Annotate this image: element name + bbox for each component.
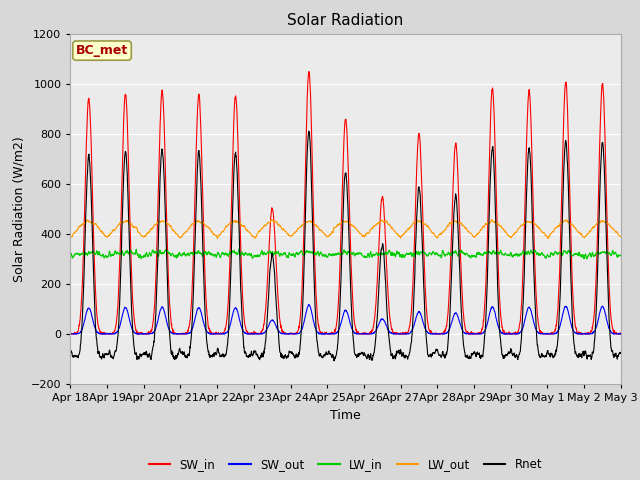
Text: BC_met: BC_met (76, 44, 128, 57)
Y-axis label: Solar Radiation (W/m2): Solar Radiation (W/m2) (12, 136, 26, 282)
X-axis label: Time: Time (330, 408, 361, 421)
LW_in (617, 253, 625, 259)
SW_out (506, 331, 514, 336)
SW_out (569, 326, 577, 332)
SW_out (67, 331, 75, 337)
SW_in (362, 331, 369, 337)
SW_in (305, 69, 312, 74)
SW_out (617, 331, 625, 337)
Rnet (305, 128, 312, 134)
SW_in (617, 331, 625, 337)
LW_in (374, 253, 381, 259)
SW_in (220, 330, 228, 336)
Title: Solar Radiation: Solar Radiation (287, 13, 404, 28)
LW_in (235, 246, 243, 252)
SW_in (374, 270, 381, 276)
SW_out (220, 331, 228, 337)
Rnet (584, 353, 592, 359)
LW_out (220, 227, 228, 233)
LW_out (374, 221, 381, 227)
SW_out (67, 331, 74, 336)
SW_in (568, 282, 576, 288)
LW_out (362, 232, 369, 238)
LW_in (362, 253, 369, 259)
Line: Rnet: Rnet (70, 131, 621, 361)
LW_in (506, 253, 513, 259)
LW_in (568, 253, 576, 259)
LW_out (617, 233, 625, 239)
SW_out (305, 302, 313, 308)
SW_in (506, 331, 513, 337)
Line: LW_in: LW_in (70, 249, 621, 259)
Line: LW_out: LW_out (70, 219, 621, 239)
LW_in (584, 253, 592, 259)
Rnet (506, 349, 514, 355)
Rnet (67, 350, 74, 356)
Line: SW_out: SW_out (70, 305, 621, 334)
Rnet (330, 358, 338, 364)
SW_out (584, 331, 592, 337)
SW_in (67, 331, 74, 337)
Rnet (220, 354, 228, 360)
SW_out (374, 324, 381, 330)
LW_out (488, 216, 495, 222)
LW_out (506, 233, 514, 239)
Rnet (362, 353, 370, 359)
Rnet (617, 350, 625, 356)
Rnet (569, 323, 577, 329)
Line: SW_in: SW_in (70, 72, 621, 334)
SW_out (362, 331, 370, 337)
SW_in (584, 331, 591, 336)
LW_out (67, 234, 74, 240)
LW_in (67, 253, 74, 259)
LW_out (569, 222, 577, 228)
LW_in (220, 251, 228, 257)
LW_out (584, 231, 592, 237)
Legend: SW_in, SW_out, LW_in, LW_out, Rnet: SW_in, SW_out, LW_in, LW_out, Rnet (144, 454, 547, 476)
LW_in (580, 256, 588, 262)
LW_out (214, 236, 221, 241)
Rnet (374, 304, 381, 310)
